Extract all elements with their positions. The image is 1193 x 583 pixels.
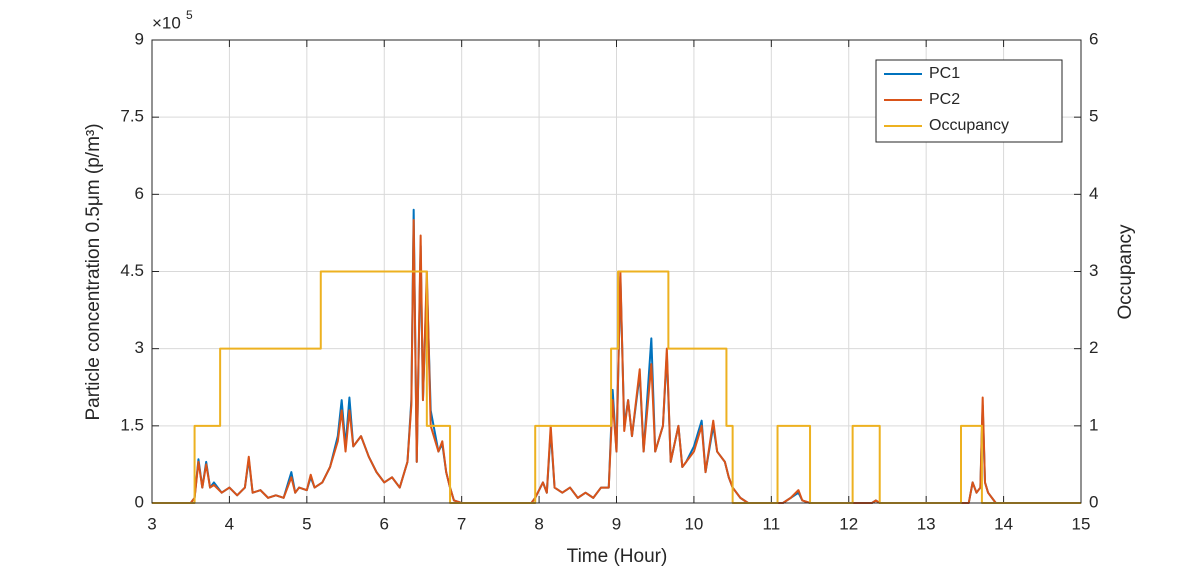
y-tick-label: 4.5 [120, 261, 144, 280]
y-tick-label: 6 [135, 184, 144, 203]
y-tick-label: 7.5 [120, 107, 144, 126]
y-axis-label: Particle concentration 0.5μm (p/m³) [83, 123, 104, 420]
y-exponent-base: ×10 [152, 13, 181, 32]
x-tick-label: 6 [380, 514, 389, 533]
x-tick-label: 7 [457, 514, 466, 533]
x-tick-label: 5 [302, 514, 311, 533]
y-tick-label: 3 [135, 338, 144, 357]
x-tick-label: 3 [147, 514, 156, 533]
x-axis-label: Time (Hour) [567, 546, 668, 567]
y-tick-label: 0 [135, 492, 144, 511]
x-tick-label: 14 [994, 514, 1013, 533]
x-tick-label: 8 [534, 514, 543, 533]
y2-tick-label: 5 [1089, 107, 1098, 126]
x-tick-label: 10 [684, 514, 703, 533]
legend-label: PC2 [929, 91, 960, 108]
x-tick-label: 12 [839, 514, 858, 533]
series-line [152, 270, 1081, 504]
x-tick-label: 15 [1072, 514, 1091, 533]
y2-tick-label: 1 [1089, 415, 1098, 434]
y2-tick-label: 2 [1089, 338, 1098, 357]
y2-tick-label: 6 [1089, 29, 1098, 48]
y2-axis-label: Occupancy [1115, 224, 1136, 320]
y2-tick-label: 3 [1089, 261, 1098, 280]
x-tick-label: 9 [612, 514, 621, 533]
x-tick-label: 13 [917, 514, 936, 533]
axes-box [151, 39, 1082, 504]
y2-tick-label: 0 [1089, 492, 1098, 511]
legend-label: Occupancy [929, 117, 1009, 134]
legend-label: PC1 [929, 65, 960, 82]
legend: PC1 PC2 Occupancy [875, 59, 1063, 143]
y2-tick-label: 4 [1089, 184, 1098, 203]
y-tick-label: 9 [135, 29, 144, 48]
x-tick-label: 4 [225, 514, 234, 533]
y-exponent: 5 [186, 8, 193, 22]
y-tick-label: 1.5 [120, 415, 144, 434]
x-tick-label: 11 [763, 514, 781, 533]
